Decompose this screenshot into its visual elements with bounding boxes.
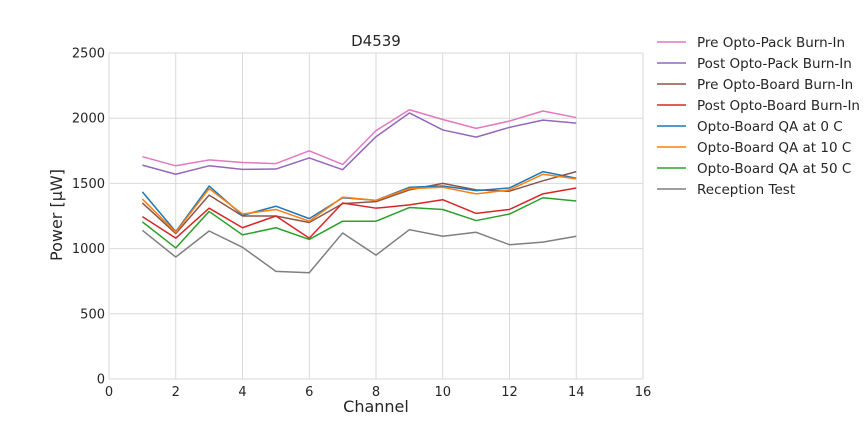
legend-entry: Pre Opto-Board Burn-In <box>697 77 853 93</box>
series-line-7 <box>141 196 577 249</box>
y-tick-label: 0 <box>97 373 105 388</box>
series-line-1 <box>142 108 577 167</box>
chart-title: D4539 <box>351 32 401 50</box>
legend-entry: Opto-Board QA at 50 C <box>697 161 851 177</box>
x-tick-label: 12 <box>501 385 518 400</box>
legend-entry: Opto-Board QA at 10 C <box>697 140 851 156</box>
y-tick-label: 2000 <box>72 112 105 127</box>
y-tick-label: 2500 <box>72 47 105 62</box>
x-tick-label: 8 <box>372 385 380 400</box>
x-tick-label: 16 <box>635 385 652 400</box>
legend-entry: Pre Opto-Pack Burn-In <box>697 35 845 51</box>
legend-entry: Post Opto-Board Burn-In <box>697 98 860 114</box>
legend-entry: Post Opto-Pack Burn-In <box>697 56 852 72</box>
series-lines <box>141 108 577 274</box>
series-line-4 <box>141 187 577 239</box>
x-tick-label: 4 <box>238 385 246 400</box>
x-tick-label: 2 <box>172 385 180 400</box>
x-tick-label: 6 <box>305 385 313 400</box>
x-tick-label: 10 <box>434 385 451 400</box>
x-tick-label: 0 <box>105 385 113 400</box>
x-tick-label: 14 <box>568 385 585 400</box>
y-axis-label: Power [μW] <box>47 169 66 261</box>
grid <box>108 52 644 380</box>
y-tick-label: 500 <box>80 307 105 322</box>
legend: Pre Opto-Pack Burn-In Post Opto-Pack Burn… <box>657 35 860 198</box>
series-line-2 <box>142 112 577 176</box>
y-axis-ticks: 0 500 1000 1500 2000 2500 <box>72 47 105 388</box>
x-axis-ticks: 0 2 4 6 8 10 12 14 16 <box>105 385 651 400</box>
legend-entry: Reception Test <box>697 182 795 198</box>
series-line-8 <box>141 228 577 274</box>
y-tick-label: 1000 <box>72 242 105 257</box>
y-tick-label: 1500 <box>72 177 105 192</box>
x-axis-label: Channel <box>343 397 409 416</box>
legend-entry: Opto-Board QA at 0 C <box>697 119 843 135</box>
series-line-6 <box>141 173 577 234</box>
